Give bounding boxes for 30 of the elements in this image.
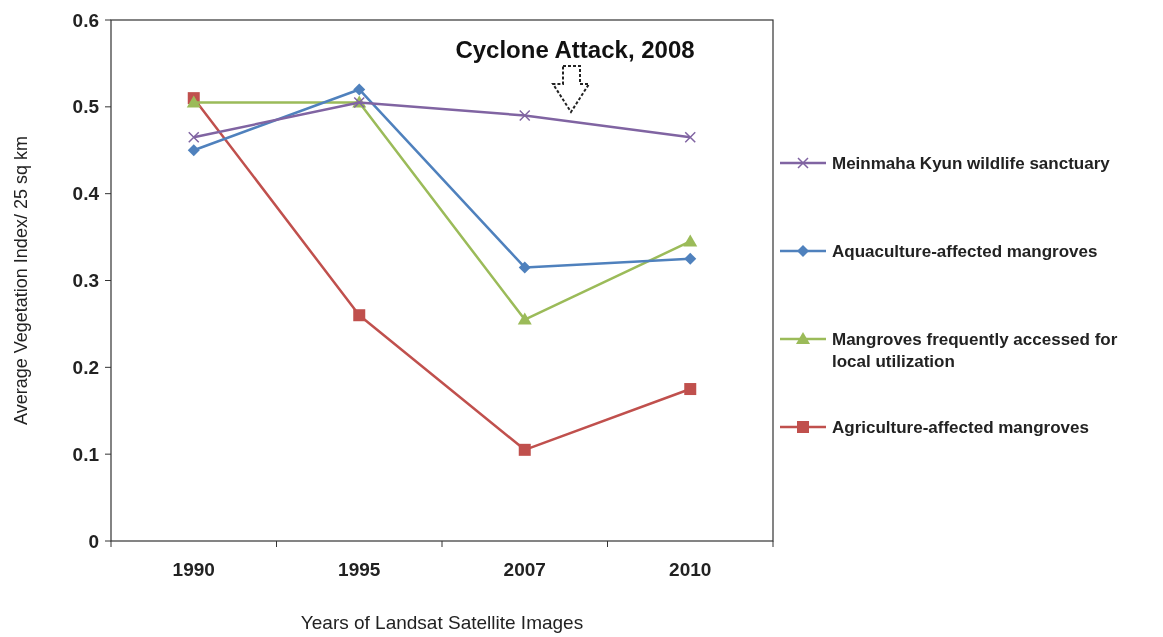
x-tick-label: 1995 <box>338 559 381 580</box>
legend-label: Mangroves frequently accessed for local utilization <box>832 329 1118 372</box>
y-tick-label: 0.4 <box>72 183 100 205</box>
y-tick-label: 0.6 <box>72 9 99 31</box>
y-axis-title: Average Vegetation Index/ 25 sq km <box>11 136 31 425</box>
point <box>684 252 697 265</box>
point <box>684 383 697 396</box>
point <box>518 443 531 456</box>
x-tick-label: 2007 <box>503 559 546 580</box>
point <box>187 144 200 157</box>
x-tick-label: 1990 <box>172 559 215 580</box>
legend-label: Agriculture-affected mangroves <box>832 417 1089 437</box>
point <box>684 131 696 143</box>
x-axis-title: Years of Landsat Satellite Images <box>300 612 584 633</box>
y-tick-label: 0.3 <box>72 270 99 292</box>
point <box>188 131 200 143</box>
point <box>353 309 366 322</box>
legend-label: Meinmaha Kyun wildlife sanctuary <box>832 153 1111 173</box>
y-tick-label: 0.5 <box>72 96 100 118</box>
point <box>353 83 366 96</box>
annotation: Cyclone Attack, 2008 <box>455 36 695 63</box>
point <box>517 312 532 325</box>
y-tick-label: 0.2 <box>72 356 99 378</box>
point <box>518 261 531 274</box>
y-tick-label: 0 <box>88 530 99 552</box>
legend-label: Aquaculture-affected mangroves <box>832 241 1098 261</box>
y-tick-label: 0.1 <box>72 443 100 465</box>
x-tick-label: 2010 <box>669 559 712 580</box>
point <box>683 234 698 247</box>
point <box>519 109 531 122</box>
